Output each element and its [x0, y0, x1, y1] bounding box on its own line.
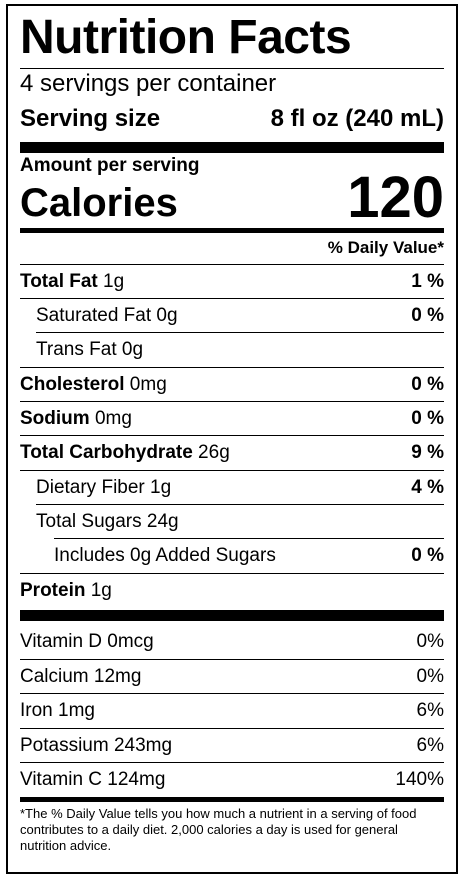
medium-divider [20, 228, 444, 233]
nutrient-name: Total Carbohydrate [20, 441, 193, 463]
vitamin-name: Vitamin D 0mcg [20, 630, 154, 652]
divider [20, 659, 444, 660]
nutrient-row-total-sugars: Total Sugars 24g [20, 505, 444, 538]
nutrient-amount: 1g [97, 270, 125, 292]
vitamin-dv: 0% [416, 630, 444, 652]
nutrient-amount: 0mg [89, 407, 132, 429]
vitamin-dv: 0% [416, 665, 444, 687]
divider [54, 538, 444, 539]
calories-row: Calories 120 [20, 168, 444, 228]
nutrient-row-saturated-fat: Saturated Fat 0g 0 % [20, 299, 444, 332]
divider [20, 367, 444, 368]
nutrient-dv: 0 % [411, 544, 444, 566]
nutrient-dv: 1 % [411, 270, 444, 292]
nutrient-row-sodium: Sodium 0mg 0 % [20, 402, 444, 435]
thick-divider [20, 610, 444, 621]
nutrient-row-dietary-fiber: Dietary Fiber 1g 4 % [20, 471, 444, 504]
divider [20, 573, 444, 574]
nutrient-dv: 0 % [411, 304, 444, 326]
divider [20, 401, 444, 402]
daily-value-footnote: *The % Daily Value tells you how much a … [20, 806, 417, 853]
nutrient-row-protein: Protein 1g [20, 574, 444, 607]
vitamin-name: Potassium 243mg [20, 734, 173, 756]
nutrient-dv: 9 % [411, 441, 444, 463]
divider [20, 264, 444, 265]
nutrient-row-trans-fat: Trans Fat 0g [20, 333, 444, 366]
nutrient-amount: 0mg [124, 373, 167, 395]
divider [20, 728, 444, 729]
divider [20, 298, 444, 299]
nutrient-name: Includes 0g Added Sugars [54, 544, 276, 566]
nutrient-amount: 1g [85, 579, 112, 601]
nutrient-dv: 4 % [411, 476, 444, 498]
nutrient-name: Protein [20, 579, 86, 601]
nutrient-name: Total Fat [20, 270, 98, 292]
nutrient-dv: 0 % [411, 407, 444, 429]
vitamin-row-calcium: Calcium 12mg 0% [20, 660, 444, 693]
vitamin-name: Vitamin C 124mg [20, 768, 166, 790]
calories-value: 120 [347, 165, 444, 230]
vitamin-row-iron: Iron 1mg 6% [20, 694, 444, 727]
nutrient-name: Trans Fat 0g [36, 338, 144, 360]
divider [20, 68, 444, 69]
daily-value-header: % Daily Value* [327, 238, 444, 257]
nutrient-name: Total Sugars 24g [36, 510, 179, 532]
nutrient-name: Dietary Fiber 1g [36, 476, 172, 498]
vitamin-name: Iron 1mg [20, 699, 95, 721]
servings-per-container: 4 servings per container [20, 70, 277, 97]
divider [20, 762, 444, 763]
serving-size-row: Serving size 8 fl oz (240 mL) [20, 104, 444, 134]
divider [20, 435, 444, 436]
divider [36, 332, 444, 333]
vitamin-dv: 140% [395, 768, 444, 790]
amount-per-serving: Amount per serving [20, 155, 200, 176]
serving-size-label: Serving size [20, 105, 161, 132]
nutrient-row-total-fat: Total Fat 1g 1 % [20, 265, 444, 298]
nutrient-row-added-sugars: Includes 0g Added Sugars 0 % [20, 539, 444, 572]
vitamin-name: Calcium 12mg [20, 665, 142, 687]
calories-label: Calories [20, 181, 178, 225]
vitamin-row-vitamin-c: Vitamin C 124mg 140% [20, 763, 444, 796]
vitamin-dv: 6% [416, 699, 444, 721]
nutrient-row-total-carbohydrate: Total Carbohydrate 26g 9 % [20, 436, 444, 469]
serving-size-value: 8 fl oz (240 mL) [270, 105, 444, 132]
vitamin-row-vitamin-d: Vitamin D 0mcg 0% [20, 625, 444, 658]
thick-divider [20, 142, 444, 153]
divider [20, 470, 444, 471]
label-title: Nutrition Facts [20, 11, 352, 64]
nutrient-name: Cholesterol [20, 373, 125, 395]
nutrient-name: Sodium [20, 407, 90, 429]
nutrient-dv: 0 % [411, 373, 444, 395]
vitamin-row-potassium: Potassium 243mg 6% [20, 729, 444, 762]
vitamin-dv: 6% [416, 734, 444, 756]
nutrition-label: Nutrition Facts 4 servings per container… [6, 4, 458, 874]
nutrient-amount: 26g [192, 441, 230, 463]
divider [20, 693, 444, 694]
medium-divider [20, 797, 444, 802]
nutrient-name: Saturated Fat 0g [36, 304, 178, 326]
nutrient-row-cholesterol: Cholesterol 0mg 0 % [20, 368, 444, 401]
divider [36, 504, 444, 505]
